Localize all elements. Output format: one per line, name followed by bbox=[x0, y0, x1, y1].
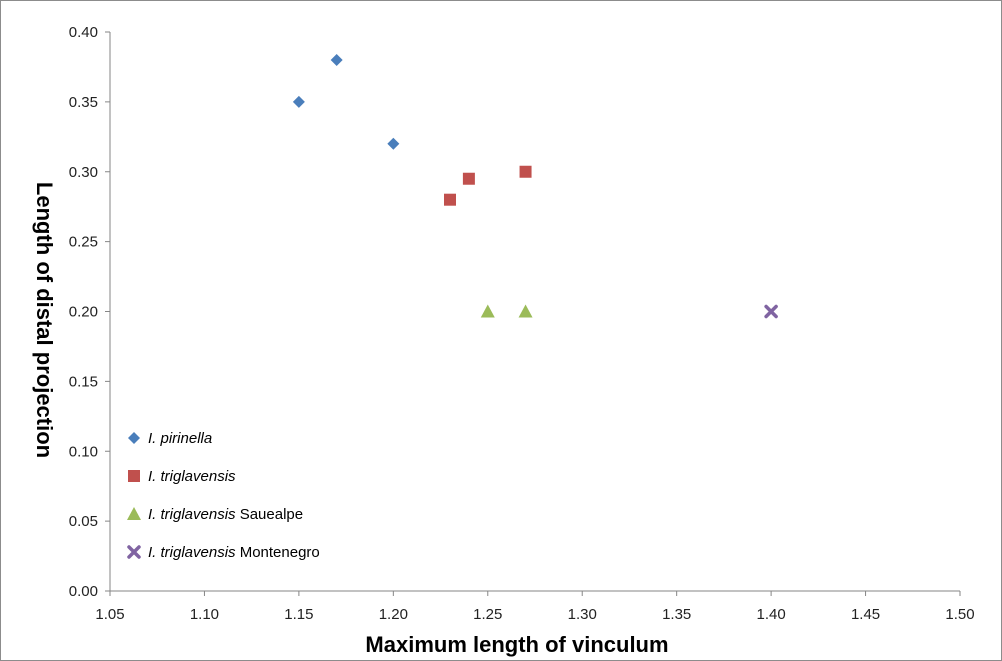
data-point bbox=[330, 53, 343, 66]
x-axis-title: Maximum length of vinculum bbox=[365, 632, 668, 657]
data-point bbox=[387, 137, 400, 150]
legend-label: I. triglavensis Sauealpe bbox=[148, 506, 303, 523]
data-points bbox=[292, 53, 778, 319]
legend-label-suffix: Montenegro bbox=[236, 544, 320, 561]
legend-label-suffix: Sauealpe bbox=[236, 506, 304, 523]
x-tick-label: 1.45 bbox=[851, 606, 880, 623]
legend-label-italic: I. triglavensis bbox=[148, 506, 236, 523]
y-tick-label: 0.30 bbox=[69, 164, 98, 181]
x-tick-label: 1.30 bbox=[568, 606, 597, 623]
legend-label-italic: I. pirinella bbox=[148, 430, 212, 447]
x-tick-label: 1.15 bbox=[284, 606, 313, 623]
legend-label: I. triglavensis Montenegro bbox=[148, 544, 320, 561]
legend-label: I. triglavensis bbox=[148, 468, 236, 485]
data-point bbox=[292, 95, 305, 108]
y-tick-label: 0.05 bbox=[69, 513, 98, 530]
data-point bbox=[519, 165, 532, 178]
legend-marker bbox=[128, 470, 140, 482]
x-tick-label: 1.05 bbox=[95, 606, 124, 623]
legend-marker bbox=[127, 507, 141, 520]
x-ticks: 1.05 1.10 1.15 1.20 1.25 1.30 1.35 1.40 1.45 1.50 bbox=[95, 591, 975, 623]
x-tick-label: 1.10 bbox=[190, 606, 219, 623]
legend-marker bbox=[127, 545, 141, 559]
data-point bbox=[462, 172, 475, 185]
y-tick-label: 0.25 bbox=[69, 234, 98, 251]
x-tick-label: 1.40 bbox=[757, 606, 786, 623]
y-tick-label: 0.00 bbox=[69, 583, 98, 600]
legend-label: I. pirinella bbox=[148, 430, 212, 447]
y-tick-label: 0.15 bbox=[69, 373, 98, 390]
y-ticks: 0.00 0.05 0.10 0.15 0.20 0.25 0.30 0.35 0.40 bbox=[69, 24, 110, 600]
y-tick-label: 0.35 bbox=[69, 94, 98, 111]
data-point bbox=[764, 304, 778, 319]
y-tick-label: 0.10 bbox=[69, 443, 98, 460]
x-tick-label: 1.20 bbox=[379, 606, 408, 623]
x-tick-label: 1.35 bbox=[662, 606, 691, 623]
data-point bbox=[444, 193, 456, 206]
y-axis-title: Length of distal projection bbox=[32, 182, 57, 458]
data-point bbox=[480, 304, 495, 318]
y-tick-label: 0.20 bbox=[69, 304, 98, 321]
x-tick-label: 1.25 bbox=[473, 606, 502, 623]
x-tick-label: 1.50 bbox=[945, 606, 974, 623]
legend-label-italic: I. triglavensis bbox=[148, 468, 236, 485]
legend-label-italic: I. triglavensis bbox=[148, 544, 236, 561]
data-point bbox=[518, 304, 533, 318]
legend-marker bbox=[128, 432, 140, 444]
y-tick-label: 0.40 bbox=[69, 24, 98, 41]
